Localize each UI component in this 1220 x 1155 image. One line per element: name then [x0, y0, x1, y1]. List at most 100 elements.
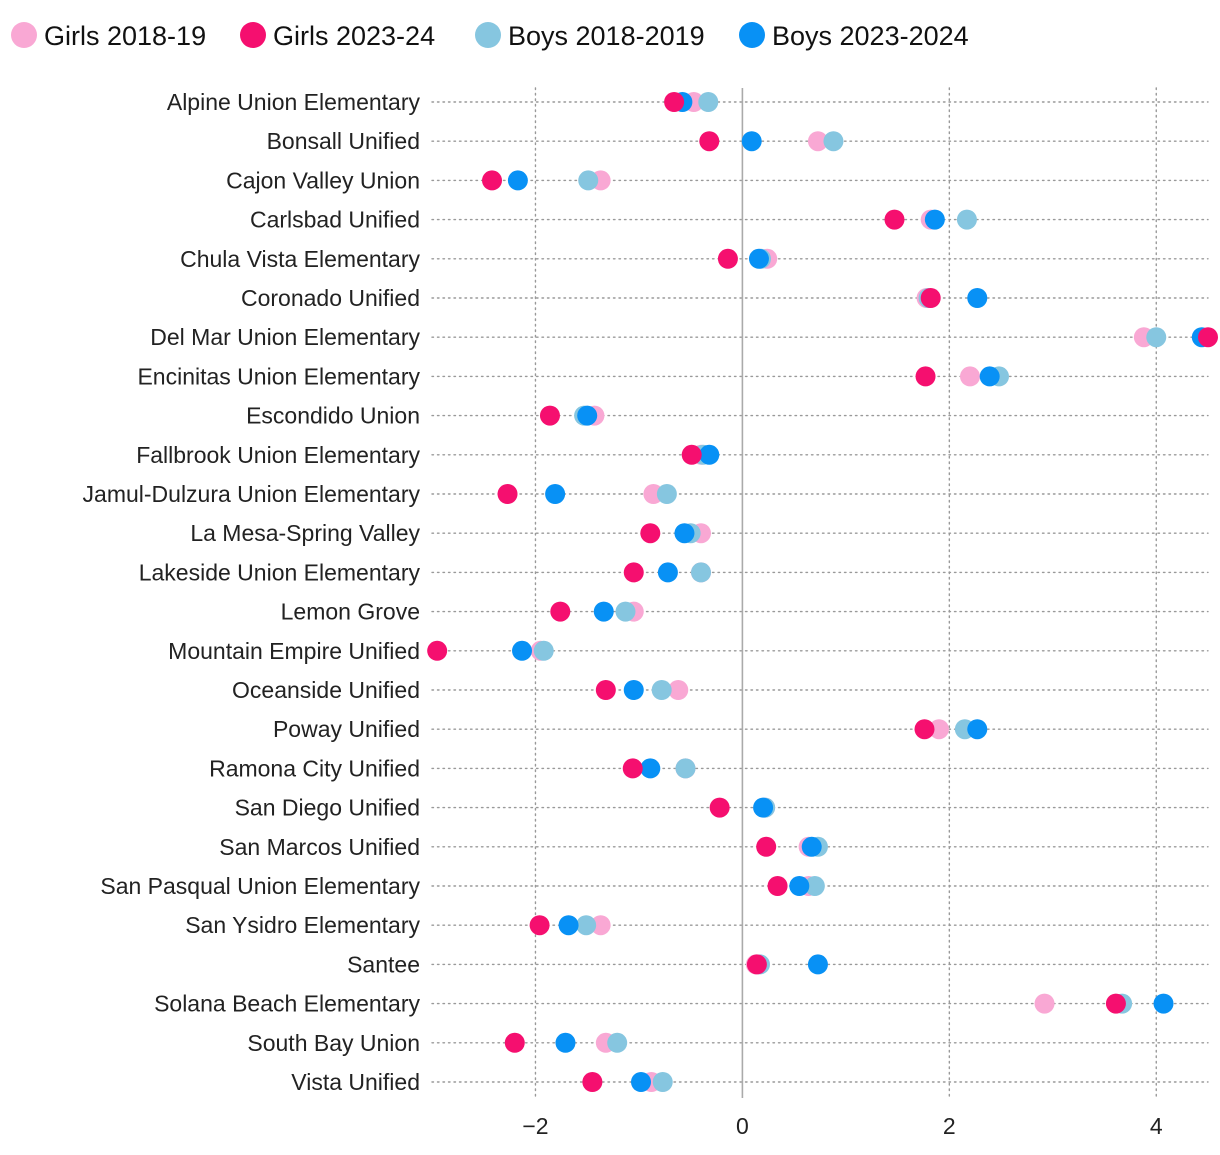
- dot-boys-2023-coronado-unified: [967, 288, 988, 308]
- category-label-chula-vista-elementary: Chula Vista Elementary: [180, 246, 420, 272]
- dot-boys-2018-lemon-grove: [615, 601, 636, 622]
- dot-boys-2018-san-ysidro-elementary: [576, 915, 597, 936]
- dot-girls-2023-la-mesa-spring-valley: [640, 523, 661, 544]
- dot-girls-2023-del-mar-union-elementary: [1198, 327, 1218, 348]
- legend-swatch-boys-2023-2024: [739, 22, 765, 48]
- dot-boys-2023-jamul-dulzura-union-elementary: [545, 484, 566, 504]
- dot-boys-2023-san-marcos-unified: [801, 836, 822, 857]
- dot-girls-2023-fallbrook-union-elementary: [681, 444, 702, 465]
- dot-boys-2018-vista-unified: [652, 1072, 673, 1092]
- legend-label-girls-2023-24: Girls 2023-24: [273, 21, 435, 51]
- dot-girls-2023-san-marcos-unified: [756, 836, 777, 857]
- dot-boys-2023-chula-vista-elementary: [748, 248, 769, 269]
- dot-girls-2023-solana-beach-elementary: [1105, 993, 1126, 1014]
- dot-girls-2023-lemon-grove: [550, 601, 571, 622]
- dot-girls-2023-carlsbad-unified: [884, 209, 905, 230]
- legend-item-girls-2023-24: Girls 2023-24: [240, 21, 435, 51]
- dot-girls-2023-escondido-union: [539, 405, 560, 426]
- category-label-mountain-empire-unified: Mountain Empire Unified: [168, 638, 420, 664]
- category-label-alpine-union-elementary: Alpine Union Elementary: [167, 89, 421, 115]
- dot-boys-2023-san-pasqual-union-elementary: [789, 876, 810, 896]
- dot-boys-2018-mountain-empire-unified: [533, 640, 554, 661]
- x-tick-label-1: 0: [736, 1113, 749, 1139]
- category-label-oceanside-unified: Oceanside Unified: [232, 677, 420, 703]
- dot-girls-2023-oceanside-unified: [595, 680, 616, 700]
- dot-boys-2018-bonsall-unified: [823, 131, 844, 152]
- category-label-san-ysidro-elementary: San Ysidro Elementary: [185, 912, 420, 938]
- category-label-encinitas-union-elementary: Encinitas Union Elementary: [137, 363, 420, 389]
- category-label-fallbrook-union-elementary: Fallbrook Union Elementary: [136, 442, 420, 468]
- dot-girls-2018-poway-unified: [928, 719, 949, 740]
- dot-boys-2023-lemon-grove: [593, 601, 614, 622]
- dot-boys-2023-fallbrook-union-elementary: [699, 444, 720, 465]
- dot-girls-2023-chula-vista-elementary: [717, 248, 738, 269]
- dot-boys-2018-jamul-dulzura-union-elementary: [656, 484, 677, 504]
- dot-boys-2018-carlsbad-unified: [956, 209, 977, 230]
- dot-boys-2023-escondido-union: [577, 405, 598, 426]
- dot-boys-2023-south-bay-union: [555, 1032, 576, 1053]
- dot-girls-2018-bonsall-unified: [807, 131, 828, 152]
- dot-boys-2018-san-pasqual-union-elementary: [804, 876, 825, 896]
- dot-girls-2018-encinitas-union-elementary: [960, 366, 981, 387]
- legend-swatch-girls-2023-24: [240, 22, 266, 48]
- dot-girls-2023-lakeside-union-elementary: [623, 562, 644, 583]
- legend-label-boys-2023-2024: Boys 2023-2024: [772, 21, 969, 51]
- dot-girls-2023-vista-unified: [582, 1072, 603, 1092]
- category-label-santee: Santee: [347, 951, 420, 977]
- dot-boys-2023-ramona-city-unified: [640, 758, 661, 779]
- dot-boys-2023-carlsbad-unified: [924, 209, 945, 230]
- dot-boys-2018-alpine-union-elementary: [698, 92, 719, 112]
- dot-boys-2023-mountain-empire-unified: [512, 640, 533, 661]
- legend-swatch-girls-2018-19: [11, 22, 37, 48]
- category-label-lemon-grove: Lemon Grove: [281, 599, 420, 625]
- dot-boys-2023-san-diego-unified: [753, 797, 774, 818]
- dot-boys-2018-ramona-city-unified: [675, 758, 696, 779]
- dot-boys-2023-bonsall-unified: [741, 131, 762, 152]
- dot-girls-2023-poway-unified: [914, 719, 935, 740]
- dot-girls-2018-solana-beach-elementary: [1034, 993, 1055, 1014]
- category-label-san-marcos-unified: San Marcos Unified: [219, 834, 420, 860]
- legend-item-girls-2018-19: Girls 2018-19: [11, 21, 206, 51]
- dot-girls-2023-mountain-empire-unified: [427, 640, 448, 661]
- dot-boys-2018-lakeside-union-elementary: [691, 562, 712, 583]
- dot-boys-2018-oceanside-unified: [651, 680, 672, 700]
- data-points: [427, 92, 1218, 1092]
- category-label-coronado-unified: Coronado Unified: [241, 285, 420, 311]
- dot-boys-2023-solana-beach-elementary: [1153, 993, 1174, 1014]
- dot-girls-2023-san-diego-unified: [709, 797, 730, 818]
- category-label-vista-unified: Vista Unified: [291, 1069, 420, 1095]
- x-tick-label-0: −2: [522, 1113, 548, 1139]
- category-label-cajon-valley-union: Cajon Valley Union: [226, 167, 420, 193]
- category-label-san-pasqual-union-elementary: San Pasqual Union Elementary: [100, 873, 420, 899]
- dot-boys-2023-santee: [807, 954, 828, 975]
- dot-boys-2023-poway-unified: [967, 719, 988, 740]
- category-label-poway-unified: Poway Unified: [273, 716, 420, 742]
- legend-label-girls-2018-19: Girls 2018-19: [44, 21, 206, 51]
- dot-boys-2018-south-bay-union: [607, 1032, 628, 1053]
- category-label-bonsall-unified: Bonsall Unified: [267, 128, 420, 154]
- dot-boys-2018-cajon-valley-union: [578, 170, 599, 191]
- dot-girls-2023-south-bay-union: [504, 1032, 525, 1053]
- category-label-la-mesa-spring-valley: La Mesa-Spring Valley: [190, 520, 420, 546]
- dot-girls-2018-san-ysidro-elementary: [590, 915, 611, 936]
- legend-item-boys-2023-2024: Boys 2023-2024: [739, 21, 969, 51]
- dot-girls-2023-coronado-unified: [920, 288, 941, 308]
- x-axis-ticks: −2 0 2 4: [522, 1113, 1163, 1139]
- dot-girls-2023-jamul-dulzura-union-elementary: [497, 484, 518, 504]
- category-label-lakeside-union-elementary: Lakeside Union Elementary: [139, 559, 421, 585]
- dot-boys-2023-lakeside-union-elementary: [657, 562, 678, 583]
- dot-girls-2023-bonsall-unified: [699, 131, 720, 152]
- x-tick-label-3: 4: [1150, 1113, 1163, 1139]
- dot-boys-2023-san-ysidro-elementary: [558, 915, 579, 936]
- legend: Girls 2018-19 Girls 2023-24 Boys 2018-2019…: [11, 21, 969, 51]
- legend-label-boys-2018-2019: Boys 2018-2019: [508, 21, 705, 51]
- category-label-escondido-union: Escondido Union: [246, 403, 420, 429]
- dot-girls-2023-san-ysidro-elementary: [529, 915, 550, 936]
- category-label-del-mar-union-elementary: Del Mar Union Elementary: [150, 324, 420, 350]
- dot-boys-2023-vista-unified: [631, 1072, 652, 1092]
- dot-boys-2023-encinitas-union-elementary: [979, 366, 1000, 387]
- dot-girls-2018-oceanside-unified: [668, 680, 689, 700]
- dot-girls-2023-santee: [746, 954, 767, 975]
